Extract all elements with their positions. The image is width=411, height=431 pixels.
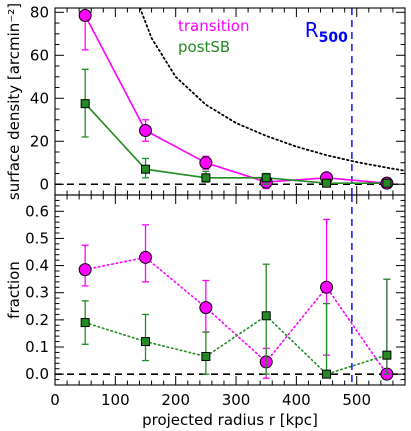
series-line-postSB <box>84 103 387 184</box>
data-point-transition <box>139 124 153 138</box>
x-tick-label: 200 <box>161 391 190 409</box>
data-point-postSB <box>141 164 151 174</box>
data-point-transition <box>139 250 153 264</box>
y-tick-label: 0.2 <box>25 311 49 329</box>
data-point-postSB <box>322 369 332 379</box>
x-axis-title: projected radius r [kpc] <box>142 411 318 429</box>
y-tick-label: 80 <box>30 3 49 21</box>
y-tick-label: 20 <box>30 132 49 150</box>
data-point-transition <box>199 301 213 315</box>
legend-entry-transition: transition <box>178 17 249 35</box>
data-point-postSB <box>141 337 151 347</box>
model-curve <box>139 8 405 172</box>
series-line-transition <box>84 256 388 375</box>
y-tick-label: 0.4 <box>25 257 49 275</box>
data-point-postSB <box>322 178 332 188</box>
plot-area-top <box>55 8 405 195</box>
r500-label-subscript: 500 <box>319 30 348 46</box>
x-tick-label: 400 <box>282 391 311 409</box>
series-line-postSB <box>84 314 388 376</box>
data-point-postSB <box>382 350 392 360</box>
y-axis-title: surface density [arcmin⁻²] <box>5 3 23 200</box>
x-tick-label: 300 <box>222 391 251 409</box>
y-tick-label: 0.0 <box>25 365 49 383</box>
panel-bottom: 0.0 0.1 0.2 0.3 0.4 0.5 0.6 0 100 200 300 400 500 fra… <box>5 194 406 429</box>
data-point-postSB <box>201 352 211 361</box>
plot-frame-bottom <box>54 194 406 386</box>
y-tick-label: 40 <box>30 89 49 107</box>
legend-entry-postSB: postSB <box>178 38 230 56</box>
plot-area-bottom <box>55 195 405 385</box>
data-point-transition <box>199 156 213 170</box>
y-tick-label: 0.6 <box>25 202 49 220</box>
y-tick-label: 60 <box>30 46 49 64</box>
data-point-postSB <box>80 318 90 328</box>
data-point-transition <box>78 263 92 277</box>
y-axis-title: fraction <box>5 261 23 319</box>
data-point-postSB <box>80 99 90 109</box>
panel-top: 0 20 40 60 80 surface density [arcmin⁻²] trans… <box>5 3 406 200</box>
data-point-postSB <box>261 173 271 183</box>
r500-label-main: R <box>305 18 319 42</box>
x-tick-label: 100 <box>101 391 130 409</box>
y-tick-label: 0.1 <box>25 338 49 356</box>
data-point-postSB <box>382 178 392 188</box>
x-tick-label: 0 <box>50 391 60 409</box>
series-line-transition <box>84 15 387 184</box>
data-point-transition <box>78 9 92 23</box>
data-point-transition <box>320 280 334 294</box>
y-tick-label: 0.5 <box>25 229 49 247</box>
data-point-postSB <box>261 311 271 321</box>
y-tick-label: 0 <box>39 175 49 193</box>
data-point-postSB <box>201 173 211 183</box>
x-tick-label: 500 <box>342 391 371 409</box>
y-tick-label: 0.3 <box>25 284 49 302</box>
r500-label: R500 <box>305 18 348 46</box>
